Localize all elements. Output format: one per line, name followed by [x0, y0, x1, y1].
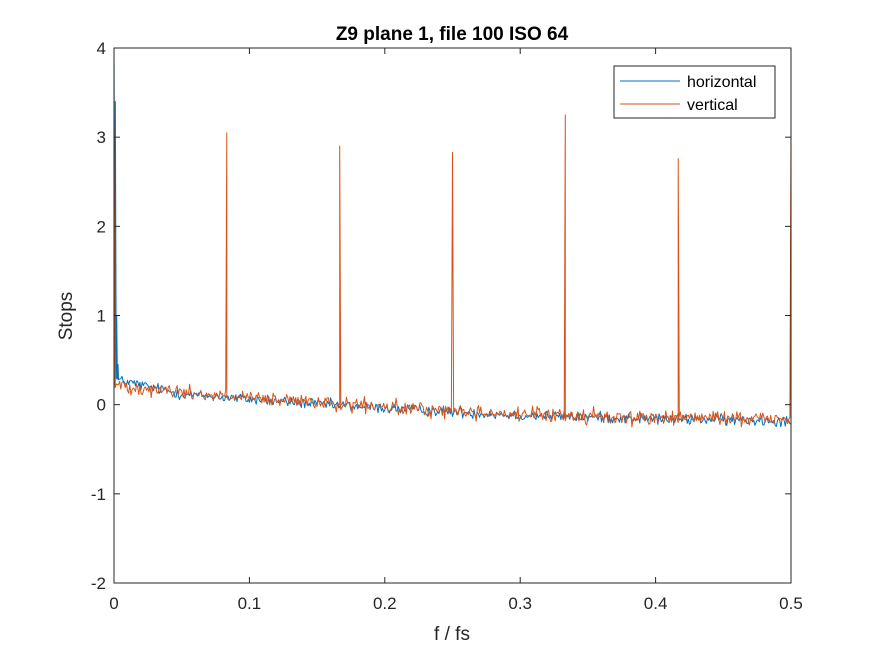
legend-label-horizontal: horizontal — [687, 74, 756, 91]
y-tick-label: -1 — [91, 485, 106, 504]
legend-label-vertical: vertical — [687, 97, 738, 114]
x-tick-label: 0.3 — [508, 594, 532, 613]
chart-title: Z9 plane 1, file 100 ISO 64 — [336, 24, 569, 45]
x-tick-label: 0.2 — [373, 594, 397, 613]
y-tick-label: 4 — [97, 39, 106, 58]
y-axis-label: Stops — [56, 292, 77, 341]
y-tick-label: -2 — [91, 574, 106, 593]
tick-layer: 0 0.1 0.2 0.3 0.4 0.5 -2 -1 0 1 2 3 4 — [91, 39, 803, 613]
y-tick-label: 0 — [97, 396, 106, 415]
y-tick-label: 1 — [97, 307, 106, 326]
y-tick-label: 3 — [97, 128, 106, 147]
x-axis-label: f / fs — [434, 624, 470, 645]
legend-box — [613, 65, 776, 119]
x-tick-label: 0.1 — [238, 594, 262, 613]
legend: horizontal vertical — [613, 65, 776, 119]
y-tick-label: 2 — [97, 217, 106, 236]
x-tick-label: 0.4 — [644, 594, 668, 613]
x-tick-label: 0 — [109, 594, 118, 613]
plot-area — [114, 48, 791, 583]
series-line-vertical — [113, 105, 792, 428]
series-layer — [113, 47, 792, 428]
x-tick-label: 0.5 — [779, 594, 803, 613]
